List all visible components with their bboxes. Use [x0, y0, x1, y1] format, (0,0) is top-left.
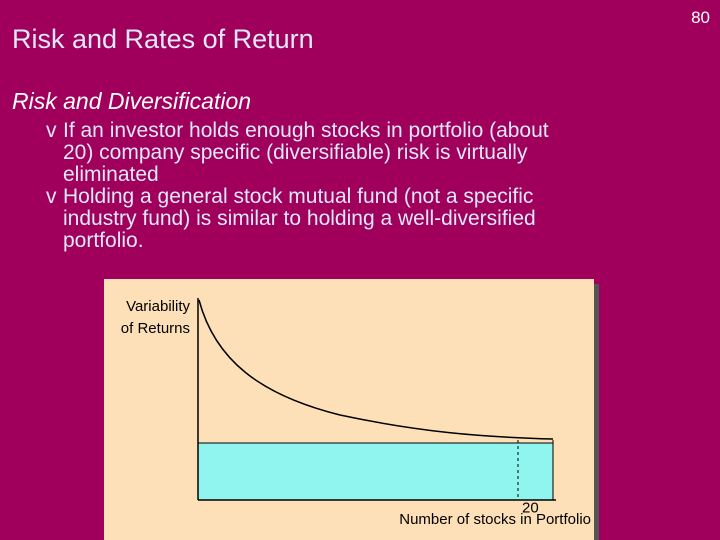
y-axis-label: Variability	[126, 298, 190, 315]
bullet-line: Holding a general stock mutual fund (not…	[63, 185, 534, 208]
y-axis-label: of Returns	[121, 320, 190, 337]
slide-title: Risk and Rates of Return	[12, 24, 314, 54]
diagram-background	[104, 279, 594, 540]
bullet-line: If an investor holds enough stocks in po…	[63, 119, 549, 142]
bullet-line: 20) company specific (diversifiable) ris…	[63, 141, 528, 164]
bullet-line: industry fund) is similar to holding a w…	[63, 207, 536, 230]
x-tick-label: 20	[522, 499, 539, 516]
x-axis-label: Number of stocks in Portfolio	[399, 511, 591, 528]
systematic-risk-area	[198, 443, 553, 500]
bullet-line: portfolio.	[63, 229, 144, 252]
bullet-item: v Holding a general stock mutual fund (no…	[46, 186, 549, 252]
risk-curve	[198, 299, 554, 440]
bullet-marker: v	[46, 185, 57, 208]
bullet-item: v If an investor holds enough stocks in p…	[46, 120, 549, 186]
bullet-marker: v	[46, 119, 57, 142]
page-number: 80	[691, 8, 710, 27]
bullet-list: v If an investor holds enough stocks in p…	[46, 120, 549, 252]
bullet-line: eliminated	[63, 163, 159, 186]
subtitle: Risk and Diversification	[12, 88, 252, 114]
